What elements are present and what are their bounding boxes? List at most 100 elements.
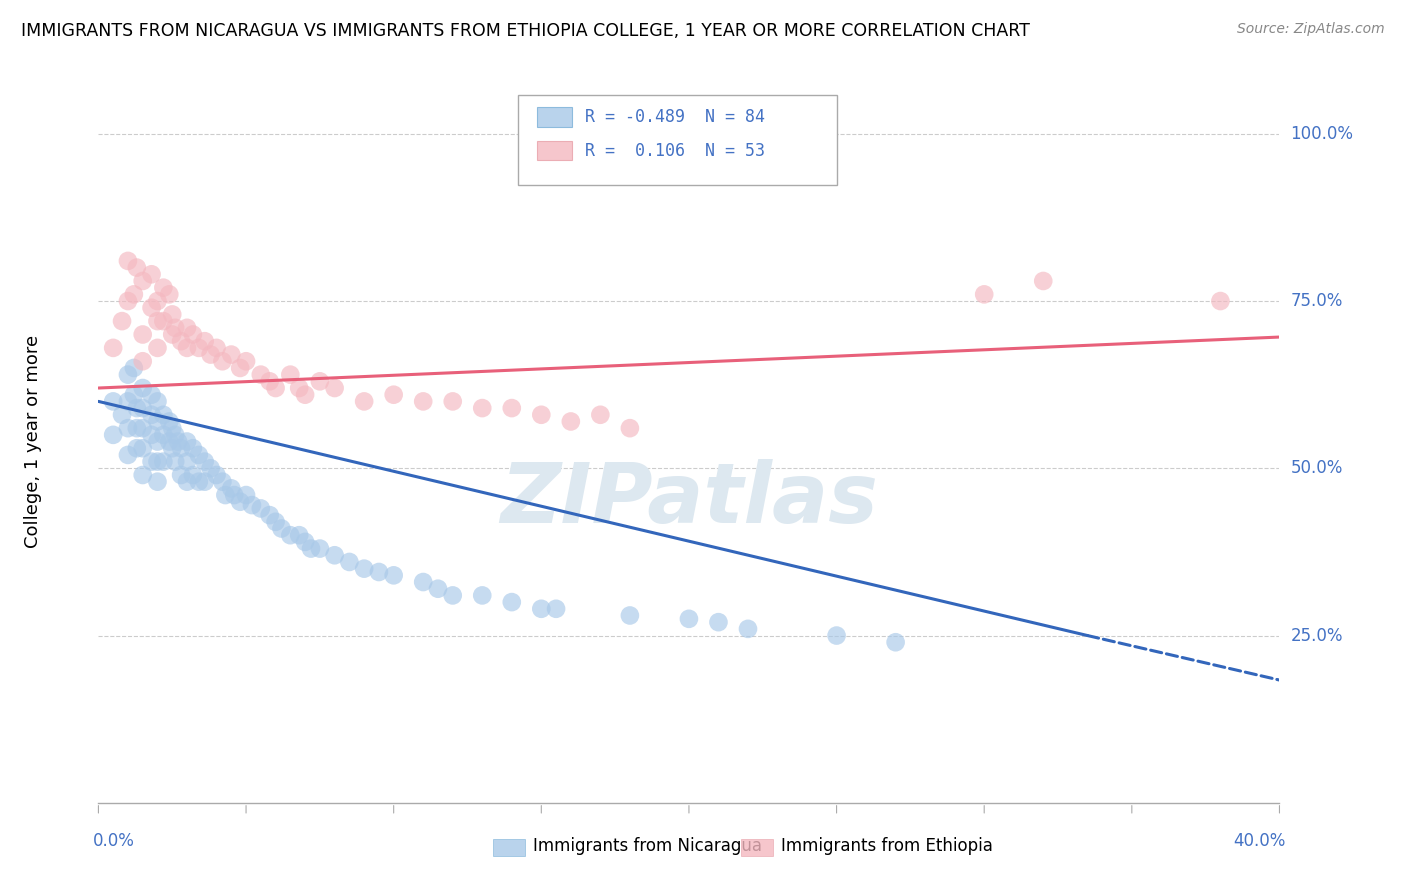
Point bbox=[194, 455, 217, 469]
Point bbox=[146, 314, 169, 328]
FancyBboxPatch shape bbox=[494, 838, 524, 856]
Point bbox=[122, 287, 145, 301]
Point bbox=[221, 482, 243, 496]
Point bbox=[162, 442, 183, 455]
Point bbox=[412, 394, 434, 409]
Point bbox=[427, 582, 450, 596]
Point bbox=[194, 334, 217, 349]
Text: R =  0.106  N = 53: R = 0.106 N = 53 bbox=[585, 142, 765, 160]
Point bbox=[294, 387, 316, 401]
Text: 50.0%: 50.0% bbox=[1291, 459, 1343, 477]
Point bbox=[530, 602, 553, 616]
Point bbox=[288, 381, 311, 395]
Point bbox=[353, 394, 375, 409]
Point bbox=[264, 515, 287, 529]
Point bbox=[309, 541, 332, 556]
Point bbox=[162, 307, 183, 322]
Point bbox=[825, 628, 848, 642]
Point bbox=[288, 528, 311, 542]
Point bbox=[678, 612, 700, 626]
Text: Source: ZipAtlas.com: Source: ZipAtlas.com bbox=[1237, 22, 1385, 37]
Point bbox=[132, 421, 155, 435]
Point bbox=[412, 575, 434, 590]
Point bbox=[117, 254, 139, 268]
Point bbox=[157, 434, 180, 449]
Text: 100.0%: 100.0% bbox=[1291, 125, 1354, 143]
Point bbox=[471, 401, 494, 416]
Point bbox=[309, 375, 332, 389]
Point bbox=[162, 327, 183, 342]
Point bbox=[1032, 274, 1054, 288]
Point bbox=[170, 334, 193, 349]
Point bbox=[152, 408, 174, 422]
Point bbox=[181, 327, 204, 342]
Point bbox=[200, 348, 222, 362]
Text: ZIPatlas: ZIPatlas bbox=[501, 458, 877, 540]
Point bbox=[229, 361, 252, 376]
Text: 0.0%: 0.0% bbox=[93, 831, 135, 850]
Point bbox=[235, 354, 257, 368]
Point bbox=[146, 434, 169, 449]
Point bbox=[235, 488, 257, 502]
Point bbox=[240, 498, 263, 512]
Text: 40.0%: 40.0% bbox=[1233, 831, 1285, 850]
Point bbox=[264, 381, 287, 395]
FancyBboxPatch shape bbox=[537, 107, 572, 127]
Text: Immigrants from Nicaragua: Immigrants from Nicaragua bbox=[533, 838, 762, 855]
Point bbox=[125, 260, 148, 275]
Point bbox=[501, 401, 523, 416]
Point bbox=[152, 427, 174, 442]
Point bbox=[125, 401, 148, 416]
Point bbox=[224, 488, 246, 502]
Point bbox=[368, 565, 391, 579]
Text: 25.0%: 25.0% bbox=[1291, 626, 1343, 645]
Point bbox=[250, 368, 273, 382]
Point bbox=[122, 361, 145, 376]
Point bbox=[141, 408, 163, 422]
Point bbox=[382, 387, 405, 401]
FancyBboxPatch shape bbox=[741, 838, 773, 856]
Point bbox=[353, 562, 375, 576]
Text: R = -0.489  N = 84: R = -0.489 N = 84 bbox=[585, 108, 765, 126]
Point bbox=[125, 442, 148, 455]
Point bbox=[117, 448, 139, 462]
Point bbox=[205, 467, 228, 482]
Point bbox=[323, 548, 346, 563]
Point bbox=[132, 401, 155, 416]
Point bbox=[152, 281, 174, 295]
Text: 75.0%: 75.0% bbox=[1291, 292, 1343, 310]
Point bbox=[132, 354, 155, 368]
Point bbox=[146, 455, 169, 469]
Point bbox=[323, 381, 346, 395]
Point bbox=[194, 475, 217, 489]
FancyBboxPatch shape bbox=[537, 141, 572, 161]
Point bbox=[176, 475, 198, 489]
Point bbox=[132, 442, 155, 455]
Point bbox=[187, 341, 209, 355]
Point bbox=[132, 274, 155, 288]
Point bbox=[382, 568, 405, 582]
Text: IMMIGRANTS FROM NICARAGUA VS IMMIGRANTS FROM ETHIOPIA COLLEGE, 1 YEAR OR MORE CO: IMMIGRANTS FROM NICARAGUA VS IMMIGRANTS … bbox=[21, 22, 1031, 40]
Point bbox=[146, 341, 169, 355]
Point bbox=[132, 381, 155, 395]
Point bbox=[270, 521, 292, 535]
Point bbox=[441, 394, 464, 409]
Point bbox=[146, 414, 169, 429]
Point bbox=[211, 354, 233, 368]
Point bbox=[167, 434, 190, 449]
Point bbox=[280, 528, 302, 542]
Point bbox=[165, 321, 187, 335]
Point bbox=[141, 427, 163, 442]
Point bbox=[125, 421, 148, 435]
Point bbox=[103, 341, 125, 355]
Point bbox=[259, 508, 281, 523]
Point bbox=[111, 314, 134, 328]
Point bbox=[165, 427, 187, 442]
Point bbox=[471, 589, 494, 603]
Point bbox=[214, 488, 236, 502]
Point bbox=[103, 394, 125, 409]
Point bbox=[157, 414, 180, 429]
Point bbox=[973, 287, 995, 301]
Point bbox=[146, 475, 169, 489]
Point bbox=[546, 602, 568, 616]
